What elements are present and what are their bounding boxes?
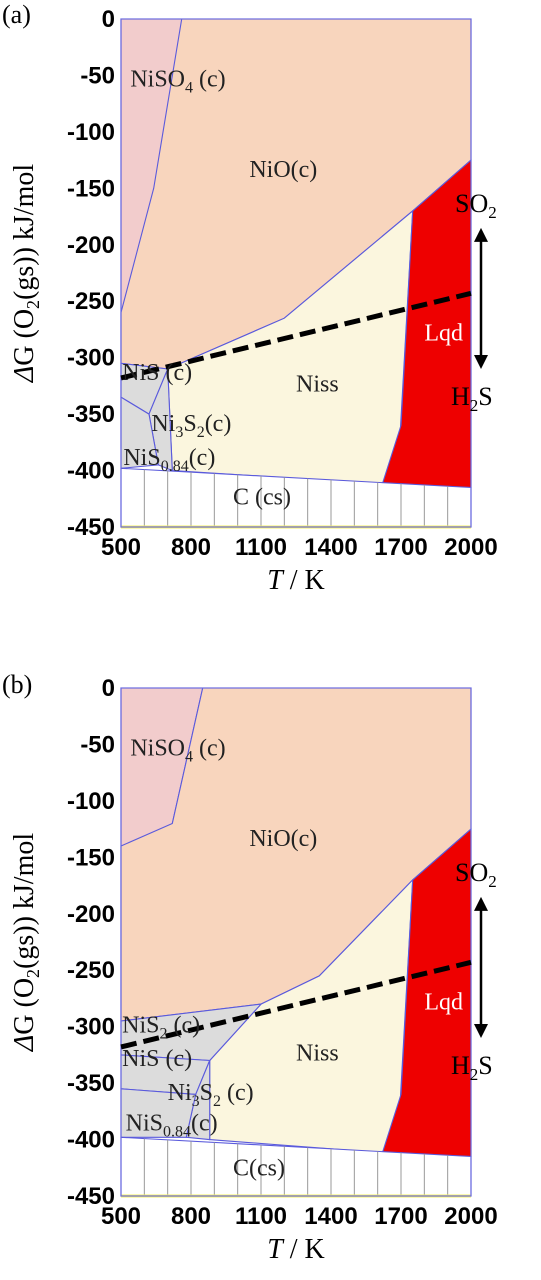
y-tick-label: -250 — [67, 957, 115, 984]
plot-frame — [120, 18, 472, 528]
region-label: NiS (c) — [122, 1046, 192, 1072]
x-tick-label: 2000 — [444, 534, 497, 561]
x-tick-label: 500 — [101, 1203, 141, 1230]
arrow-up-head — [474, 227, 488, 242]
x-tick-label: 800 — [171, 534, 211, 561]
y-tick-label: -400 — [67, 458, 115, 485]
region-label: C (cs) — [233, 484, 291, 510]
x-tick-label: 1100 — [235, 534, 287, 561]
x-tick-label: 500 — [101, 534, 141, 561]
region-label: NiSO4 (c) — [130, 67, 225, 97]
panel-a: SO2 H2S NiSO4 (c) NiO(c) Niss Lqd NiS (c) Ni3S2… — [2, 0, 498, 596]
so2-label: SO2 — [455, 189, 497, 222]
region-label: C(cs) — [233, 1156, 285, 1182]
y-axis-label: ΔG (O2(gs)) kJ/mol — [9, 164, 43, 384]
region-label: Niss — [296, 1041, 339, 1067]
arrow-up-head — [474, 896, 488, 911]
region-label: NiS0.84(c) — [123, 445, 215, 475]
y-tick-label: -200 — [67, 232, 115, 259]
x-tick-label: 1100 — [235, 1203, 287, 1230]
y-tick-label: 0 — [102, 6, 115, 33]
x-tick-label: 1700 — [374, 534, 427, 561]
x-tick-label: 2000 — [444, 1203, 497, 1230]
arrow-down-head — [474, 354, 488, 369]
region-label: NiS0.84(c) — [126, 1111, 218, 1141]
y-tick-label: -400 — [67, 1127, 115, 1154]
panel-label: (b) — [2, 670, 32, 699]
y-tick-label: -100 — [67, 119, 115, 146]
x-tick-label: 1400 — [304, 534, 357, 561]
region-label: NiSO4 (c) — [130, 736, 225, 766]
x-axis-label: T / K — [267, 565, 325, 596]
y-tick-label: -150 — [67, 844, 115, 871]
y-tick-label: -50 — [80, 62, 115, 89]
y-tick-label: -200 — [67, 901, 115, 928]
plot-frame — [120, 687, 472, 1197]
h2s-label: H2S — [451, 1051, 493, 1084]
y-tick-label: -100 — [67, 788, 115, 815]
region-label: NiO(c) — [249, 157, 317, 183]
so2-label: SO2 — [455, 858, 497, 891]
region-label: NiO(c) — [249, 826, 317, 852]
arrow-down-head — [474, 1023, 488, 1038]
y-axis-label: ΔG (O2(gs)) kJ/mol — [9, 833, 43, 1053]
y-tick-label: -250 — [67, 288, 115, 315]
y-tick-label: 0 — [102, 675, 115, 702]
gas-equilibrium-line — [120, 959, 472, 1050]
x-tick-label: 800 — [171, 1203, 211, 1230]
region-label: Lqd — [424, 990, 463, 1016]
y-tick-label: -150 — [67, 175, 115, 202]
panel-b: SO2 H2S NiSO4 (c) NiO(c) Niss Lqd NiS2 (c) NiS … — [2, 670, 498, 1265]
region-label: Ni3S2(c) — [151, 411, 231, 441]
region-label: Ni3S2 (c) — [168, 1080, 254, 1110]
y-tick-label: -300 — [67, 345, 115, 372]
y-tick-label: -300 — [67, 1014, 115, 1041]
region-label: NiS2 (c) — [122, 1012, 200, 1042]
region-label: Niss — [296, 372, 339, 398]
gas-equilibrium-line — [120, 290, 472, 381]
y-tick-label: -350 — [67, 401, 115, 428]
x-tick-label: 1400 — [304, 1203, 357, 1230]
x-axis-label: T / K — [267, 1234, 325, 1265]
panel-label: (a) — [2, 0, 31, 29]
h2s-label: H2S — [451, 382, 493, 415]
y-tick-label: -350 — [67, 1070, 115, 1097]
y-tick-label: -50 — [80, 731, 115, 758]
region-label: NiS (c) — [122, 360, 192, 386]
y-tick-label: -450 — [67, 1183, 115, 1210]
region-label: Lqd — [424, 321, 463, 347]
x-tick-label: 1700 — [374, 1203, 427, 1230]
y-tick-label: -450 — [67, 514, 115, 541]
